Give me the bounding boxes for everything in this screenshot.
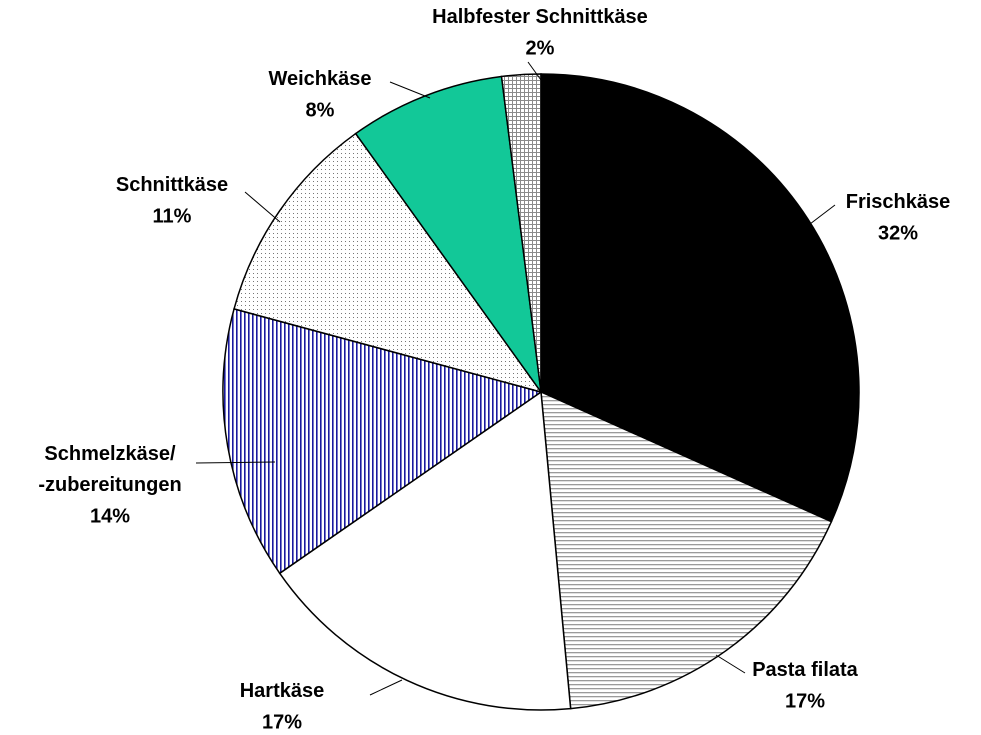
value-label: 8% <box>306 99 335 121</box>
value-label: 2% <box>526 37 555 59</box>
pie-slice <box>222 307 543 575</box>
value-label: 14% <box>90 505 130 527</box>
pie-slice <box>540 390 833 710</box>
pie-slice <box>278 390 572 711</box>
slice-label: Hartkäse <box>240 680 325 702</box>
slice-label: Schmelzkäse/-zubereitungen <box>38 443 181 496</box>
pie-slice <box>500 73 542 393</box>
slice-label: Halbfester Schnittkäse <box>432 6 648 28</box>
pie-slice <box>233 132 543 394</box>
value-label: 32% <box>878 222 918 244</box>
leader-line <box>195 461 276 464</box>
leader-line <box>244 191 281 223</box>
leader-line <box>809 204 836 225</box>
value-label: 17% <box>785 690 825 712</box>
leader-line <box>715 654 746 674</box>
pie-slice <box>540 73 860 523</box>
leader-line <box>369 679 403 696</box>
slice-label: Pasta filata <box>752 659 858 681</box>
value-label: 11% <box>153 205 192 227</box>
slice-label: Schnittkäse <box>116 174 228 196</box>
slice-label: Frischkäse <box>846 191 951 213</box>
slice-label: Weichkäse <box>268 68 371 90</box>
leader-line <box>389 81 431 99</box>
leader-line <box>527 61 542 81</box>
value-label: 17% <box>262 711 302 733</box>
